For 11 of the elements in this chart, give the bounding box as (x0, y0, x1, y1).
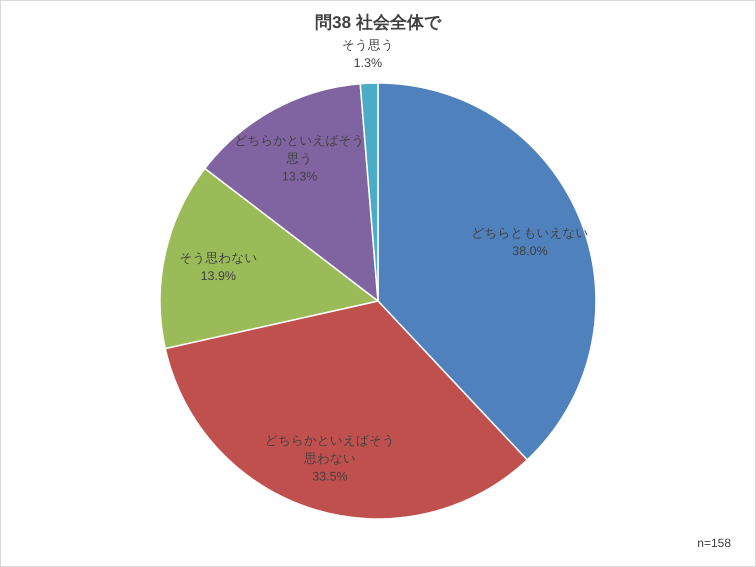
data-label: 33.5% (312, 469, 348, 484)
data-label: 13.9% (200, 268, 236, 283)
chart-title: 問38 社会全体で (315, 13, 442, 32)
slice-label: そう思う (342, 38, 394, 52)
data-label: 13.3% (282, 169, 318, 184)
slice-label: どちらかといえばそう思わない (264, 433, 395, 466)
text: n=158 (697, 536, 732, 550)
data-label: 38.0% (512, 244, 548, 258)
slice-label: どちらかといえばそう思う (234, 133, 365, 166)
data-label: 1.3% (354, 56, 382, 70)
slice-label: そう思わない (179, 250, 258, 265)
